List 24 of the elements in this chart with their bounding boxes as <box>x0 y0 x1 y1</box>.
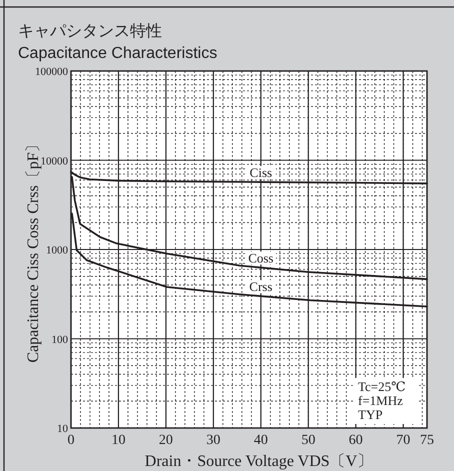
chart-subtitle: Capacitance Characteristics <box>18 45 218 62</box>
y-tick-label: 100 <box>52 334 68 346</box>
x-tick-label: 75 <box>420 433 434 448</box>
annotation: TYP <box>358 407 383 422</box>
x-tick-label: 10 <box>111 433 126 448</box>
y-tick-label: 10000 <box>40 155 68 168</box>
y-tick-label: 100000 <box>35 66 68 78</box>
x-tick-label: 50 <box>301 433 316 448</box>
series-label: Coss <box>248 250 274 266</box>
x-tick-label: 20 <box>158 433 173 448</box>
annotation: Tc=25℃ <box>358 379 406 394</box>
annotation: f=1MHz <box>358 393 404 408</box>
x-tick-label: 40 <box>254 433 268 448</box>
y-tick-label: 1000 <box>46 244 68 256</box>
x-tick-label: 70 <box>396 433 410 448</box>
series-label: Crss <box>249 279 272 294</box>
x-tick-label: 0 <box>68 433 74 448</box>
x-axis-title: Drain・Source Voltage VDS〔V〕 <box>144 453 374 470</box>
x-tick-label: 30 <box>206 433 220 448</box>
series-label: Ciss <box>250 165 272 180</box>
x-tick-label: 60 <box>348 433 363 448</box>
y-tick-label: 10 <box>57 423 68 435</box>
y-axis-title: Capacitance Ciss Coss Crss〔pF〕 <box>25 136 42 363</box>
chart-title: キャパシタンス特性 <box>18 22 162 40</box>
